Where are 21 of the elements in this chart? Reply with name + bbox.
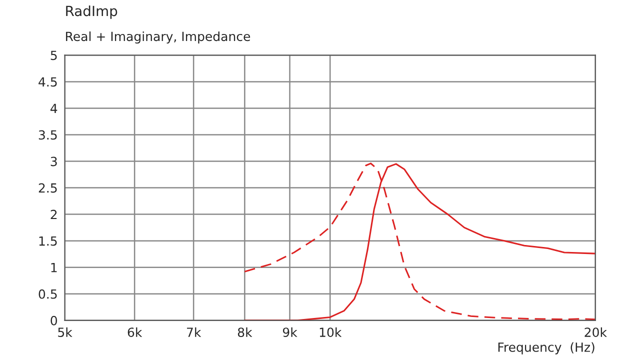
y-tick-label: 4.5 [38,77,57,87]
x-tick-label: 9k [282,327,298,338]
x-tick-label: 7k [187,327,202,337]
chart-subtitle: Real + Imaginary, Impedance [66,31,250,44]
x-axis-title: Frequency (Hz) [498,342,594,354]
x-tick-label: 5k [58,327,72,338]
y-tick-label: 3.5 [38,130,57,140]
x-tick-label: 6k [128,327,142,338]
y-tick-label: 3 [50,156,57,166]
x-tick-label: 8k [238,327,252,338]
y-tick-label: 4 [50,104,58,113]
y-tick-label: 2 [50,210,57,220]
y-tick-label: 1.5 [39,236,57,246]
y-tick-label: 0 [50,316,58,326]
x-tick-label: 20k [584,327,607,338]
chart-title: RadImp [66,5,118,19]
y-tick-label: 5 [50,50,57,60]
y-tick-label: 1 [51,262,57,272]
y-tick-label: 0.5 [38,289,57,299]
y-tick-label: 2.5 [38,183,57,193]
x-tick-label: 10k [320,327,342,338]
